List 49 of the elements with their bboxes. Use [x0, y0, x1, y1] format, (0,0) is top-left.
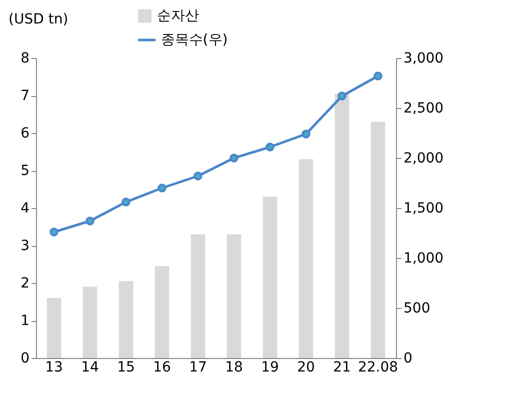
point [194, 172, 202, 180]
point [266, 142, 274, 152]
y2-tick-label: 2,500 [404, 100, 444, 116]
bar [226, 234, 242, 358]
legend-label: 순자산 [156, 8, 199, 24]
x-tick-label: 14 [81, 360, 99, 376]
bar [46, 298, 62, 358]
point [86, 216, 94, 226]
x-tick-label: 15 [117, 360, 135, 376]
x-tick-label: 18 [225, 360, 243, 376]
bar [190, 234, 206, 358]
legend-label: 종목수(우) [160, 32, 228, 48]
y-tick-label: 3 [20, 238, 30, 254]
bar [118, 281, 134, 358]
x-tick-label: 17 [189, 360, 207, 376]
x-tick-label: 22.08 [358, 360, 398, 376]
bar [298, 159, 314, 358]
y-tick-label: 1 [20, 313, 30, 329]
y2-tick-label: 0 [404, 350, 412, 366]
point [230, 154, 238, 162]
point [374, 72, 382, 80]
point [302, 130, 310, 138]
y-tick-label: 5 [20, 163, 30, 179]
bar [370, 122, 386, 358]
y2-tick-label: 1,000 [404, 250, 444, 266]
y2-tick-label: 3,000 [404, 50, 444, 66]
y-axis-title: (USD tn) [8, 12, 68, 28]
y-tick-label: 4 [20, 200, 30, 216]
bar [262, 196, 278, 358]
bar [82, 286, 98, 358]
x-tick-label: 21 [333, 360, 351, 376]
point [50, 228, 58, 236]
x-tick-label: 13 [45, 360, 63, 376]
y-tick-label: 2 [20, 276, 30, 292]
bar [154, 266, 170, 358]
x-tick-label: 16 [153, 360, 171, 376]
y-tick-label: 0 [20, 350, 30, 366]
y2-tick-label: 500 [404, 300, 430, 316]
y2-tick-label: 1,500 [404, 200, 444, 216]
bar [334, 94, 350, 358]
point [158, 184, 166, 192]
x-tick-label: 19 [261, 360, 279, 376]
y-tick-label: 8 [20, 50, 30, 66]
point [338, 92, 346, 100]
point [122, 198, 130, 206]
y-tick-label: 6 [20, 126, 30, 142]
y2-tick-label: 2,000 [404, 150, 444, 166]
x-tick-label: 20 [297, 360, 315, 376]
y-tick-label: 7 [20, 88, 30, 104]
